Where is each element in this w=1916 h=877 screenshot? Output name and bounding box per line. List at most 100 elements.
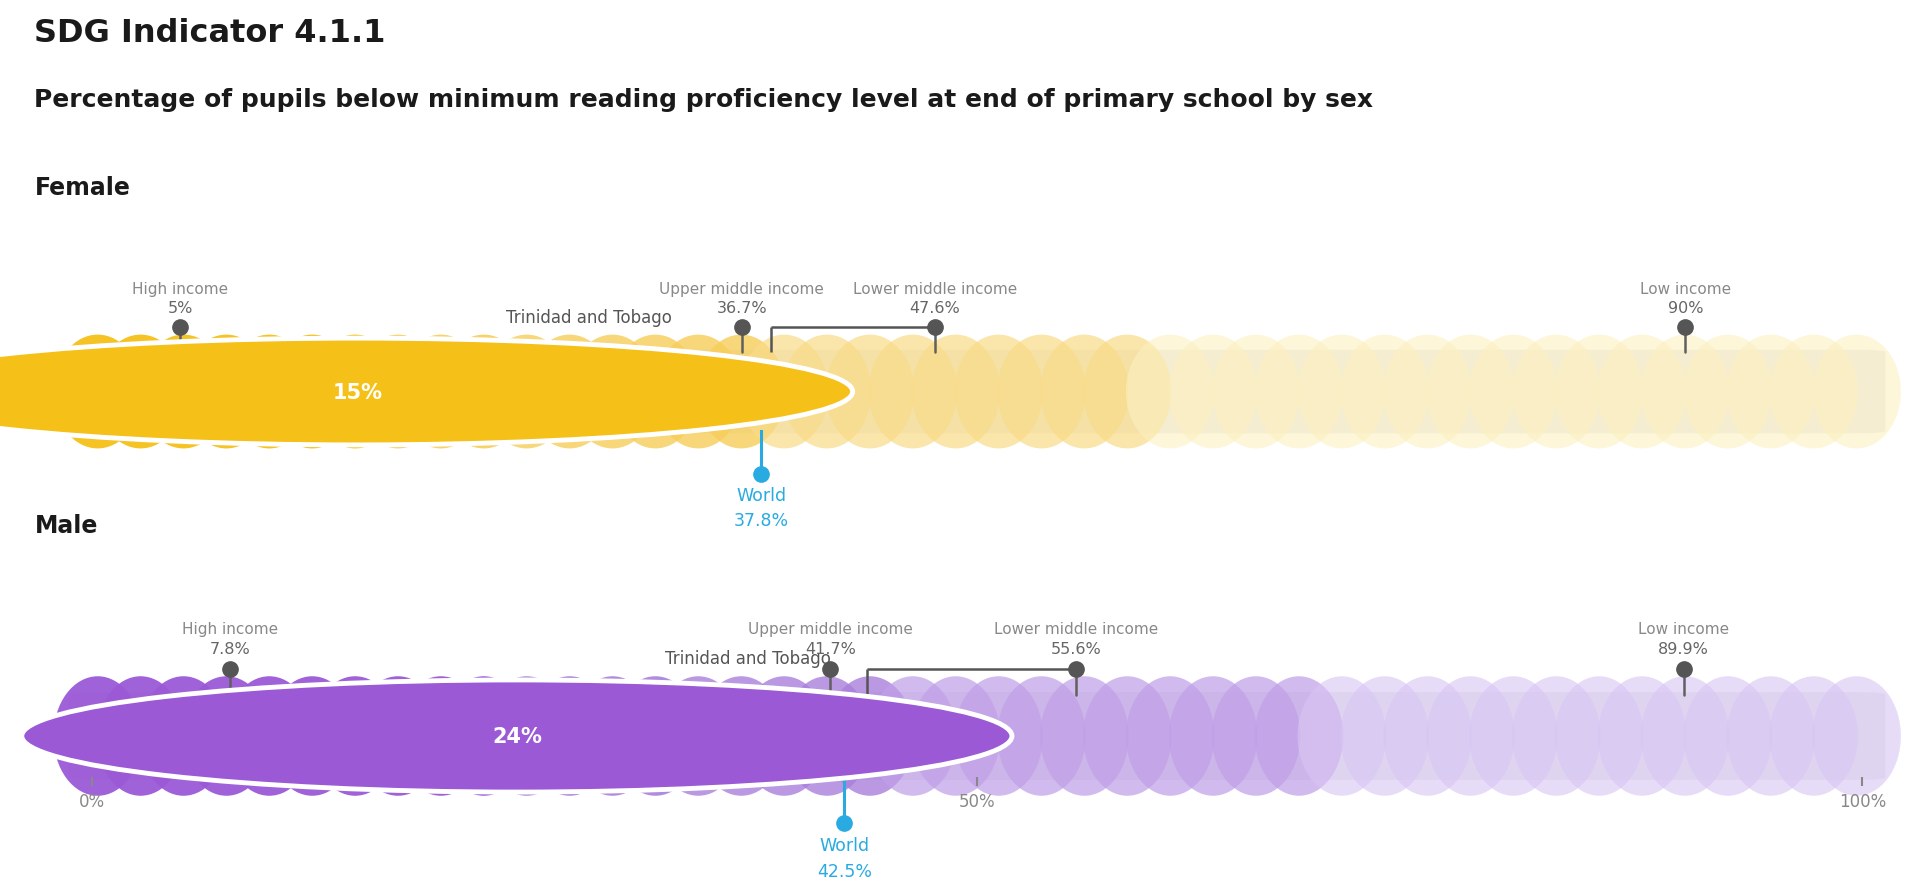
Text: Trinidad and Tobago: Trinidad and Tobago — [506, 309, 673, 326]
Ellipse shape — [996, 676, 1086, 795]
Ellipse shape — [954, 676, 1042, 795]
Ellipse shape — [653, 335, 743, 449]
Ellipse shape — [310, 335, 399, 449]
Ellipse shape — [1640, 676, 1730, 795]
Text: 89.9%: 89.9% — [1657, 641, 1709, 656]
Text: Lower middle income: Lower middle income — [853, 282, 1017, 297]
Ellipse shape — [826, 335, 914, 449]
Ellipse shape — [868, 335, 958, 449]
Text: 41.7%: 41.7% — [805, 641, 856, 656]
Text: High income: High income — [132, 282, 228, 297]
Ellipse shape — [996, 335, 1086, 449]
Ellipse shape — [912, 335, 1000, 449]
Ellipse shape — [1083, 335, 1171, 449]
Ellipse shape — [1512, 335, 1600, 449]
Ellipse shape — [1470, 335, 1558, 449]
Text: Upper middle income: Upper middle income — [747, 622, 912, 637]
Ellipse shape — [1211, 676, 1301, 795]
FancyBboxPatch shape — [69, 693, 1885, 780]
Ellipse shape — [1556, 676, 1644, 795]
Ellipse shape — [1470, 676, 1558, 795]
Text: 100%: 100% — [1839, 793, 1885, 810]
Text: Low income: Low income — [1640, 282, 1730, 297]
Ellipse shape — [740, 676, 828, 795]
Text: World: World — [820, 836, 870, 853]
Ellipse shape — [1640, 335, 1730, 449]
Ellipse shape — [611, 676, 699, 795]
Ellipse shape — [1255, 676, 1343, 795]
Text: Percentage of pupils below minimum reading proficiency level at end of primary s: Percentage of pupils below minimum readi… — [34, 88, 1374, 111]
Ellipse shape — [784, 335, 872, 449]
Ellipse shape — [268, 676, 356, 795]
Ellipse shape — [1726, 335, 1814, 449]
Ellipse shape — [1169, 676, 1257, 795]
Text: 7.8%: 7.8% — [209, 641, 251, 656]
Ellipse shape — [1512, 676, 1600, 795]
Ellipse shape — [525, 335, 613, 449]
Ellipse shape — [1684, 676, 1772, 795]
Text: 36.7%: 36.7% — [717, 301, 766, 316]
Ellipse shape — [1211, 335, 1301, 449]
Ellipse shape — [740, 335, 828, 449]
Ellipse shape — [96, 335, 184, 449]
Circle shape — [21, 681, 1012, 792]
Ellipse shape — [1770, 676, 1859, 795]
Text: 0%: 0% — [79, 793, 105, 810]
Ellipse shape — [569, 335, 657, 449]
Ellipse shape — [1556, 335, 1644, 449]
Ellipse shape — [954, 335, 1042, 449]
Text: 15%: 15% — [333, 382, 383, 402]
Ellipse shape — [1598, 676, 1686, 795]
Ellipse shape — [697, 335, 786, 449]
Ellipse shape — [96, 676, 184, 795]
Ellipse shape — [354, 676, 443, 795]
Text: 42.5%: 42.5% — [816, 861, 872, 877]
Text: 47.6%: 47.6% — [910, 301, 960, 316]
Ellipse shape — [54, 676, 142, 795]
Ellipse shape — [182, 676, 270, 795]
Circle shape — [0, 339, 853, 446]
Text: 24%: 24% — [492, 726, 542, 746]
Text: Female: Female — [34, 175, 130, 199]
Ellipse shape — [868, 676, 958, 795]
Text: Low income: Low income — [1638, 622, 1728, 637]
Ellipse shape — [483, 676, 571, 795]
Ellipse shape — [354, 335, 443, 449]
Ellipse shape — [483, 335, 571, 449]
Text: World: World — [736, 487, 786, 505]
Ellipse shape — [1726, 676, 1814, 795]
Text: Trinidad and Tobago: Trinidad and Tobago — [665, 649, 832, 667]
Ellipse shape — [54, 335, 142, 449]
Ellipse shape — [697, 676, 786, 795]
Ellipse shape — [1684, 335, 1772, 449]
Text: 5%: 5% — [169, 301, 194, 316]
Ellipse shape — [1383, 335, 1471, 449]
Ellipse shape — [268, 335, 356, 449]
Ellipse shape — [826, 676, 914, 795]
Text: Lower middle income: Lower middle income — [994, 622, 1159, 637]
Text: Male: Male — [34, 513, 98, 537]
Ellipse shape — [1297, 676, 1385, 795]
Ellipse shape — [525, 676, 613, 795]
Ellipse shape — [140, 335, 228, 449]
Ellipse shape — [224, 676, 314, 795]
Ellipse shape — [1040, 335, 1129, 449]
Ellipse shape — [1426, 676, 1516, 795]
Text: 90%: 90% — [1667, 301, 1703, 316]
Ellipse shape — [1341, 676, 1429, 795]
Ellipse shape — [653, 676, 743, 795]
Ellipse shape — [1255, 335, 1343, 449]
Text: 37.8%: 37.8% — [734, 511, 789, 530]
Ellipse shape — [1813, 335, 1901, 449]
Text: High income: High income — [182, 622, 278, 637]
Ellipse shape — [397, 676, 485, 795]
Ellipse shape — [912, 676, 1000, 795]
Ellipse shape — [1169, 335, 1257, 449]
Ellipse shape — [1040, 676, 1129, 795]
Ellipse shape — [182, 335, 270, 449]
Ellipse shape — [611, 335, 699, 449]
Ellipse shape — [439, 335, 529, 449]
Ellipse shape — [569, 676, 657, 795]
Ellipse shape — [1083, 676, 1171, 795]
Ellipse shape — [1127, 676, 1215, 795]
